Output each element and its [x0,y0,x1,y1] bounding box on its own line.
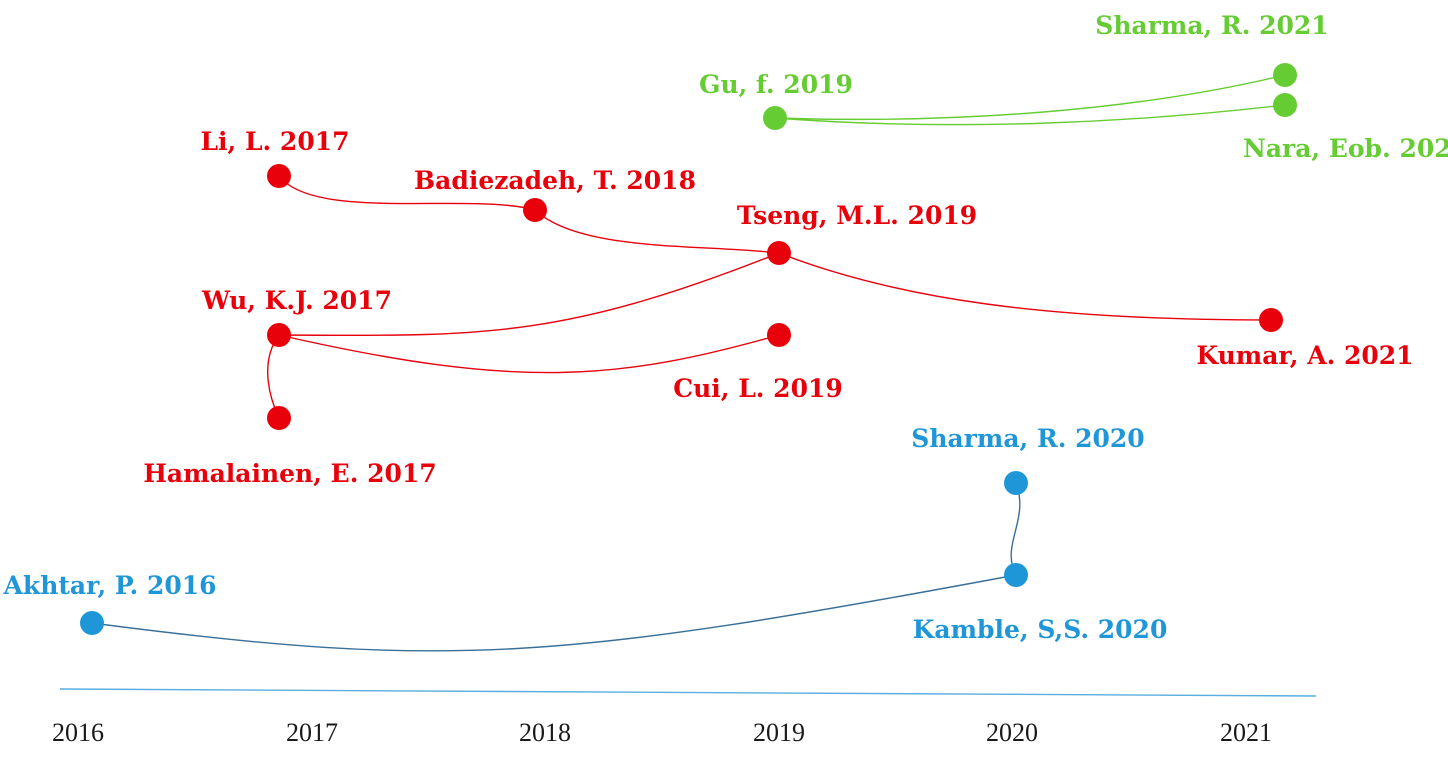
link-gu2019-sharma2021 [774,74,1286,121]
node-label-tseng2019: Tseng, M.L. 2019 [737,201,977,230]
year-label-2020: 2020 [986,718,1038,747]
year-label-2019: 2019 [753,718,805,747]
link-akhtar2016-kamble2020 [91,574,1017,652]
node-label-sharma2021: Sharma, R. 2021 [1095,11,1328,40]
node-gu2019[interactable] [763,106,787,130]
node-kamble2020[interactable] [1004,563,1028,587]
link-wu2017-hamalainen2017 [267,334,280,419]
timeline-axis: 2016 2017 2018 2019 2020 2021 [52,688,1317,747]
node-label-cui2019: Cui, L. 2019 [673,374,843,403]
timeline-axis-line [59,688,1317,697]
node-tseng2019[interactable] [767,241,791,265]
node-cui2019[interactable] [767,323,791,347]
node-label-li2017: Li, L. 2017 [200,127,349,156]
nodes-layer [80,63,1297,635]
link-li2017-badiezadeh2018 [278,175,536,211]
links-layer [91,74,1286,652]
link-wu2017-cui2019 [278,334,780,374]
year-label-2018: 2018 [519,718,571,747]
node-label-nara2021: Nara, Eob. 2021 [1243,134,1448,163]
link-badiezadeh2018-tseng2019 [534,209,780,254]
node-sharma2021[interactable] [1273,63,1297,87]
node-akhtar2016[interactable] [80,611,104,635]
year-label-2021: 2021 [1220,718,1272,747]
node-kumar2021[interactable] [1259,308,1283,332]
node-sharma2020[interactable] [1004,471,1028,495]
year-label-2016: 2016 [52,718,104,747]
node-hamalainen2017[interactable] [267,406,291,430]
link-kamble2020-sharma2020 [1010,482,1021,576]
node-badiezadeh2018[interactable] [523,198,547,222]
node-label-akhtar2016: Akhtar, P. 2016 [2,571,216,600]
link-gu2019-nara2021 [774,104,1286,126]
labels-layer: Gu, f. 2019 Sharma, R. 2021 Nara, Eob. 202… [2,11,1448,644]
node-label-kamble2020: Kamble, S,S. 2020 [913,615,1168,644]
node-label-gu2019: Gu, f. 2019 [699,70,853,99]
link-wu2017-tseng2019 [278,252,780,337]
node-label-hamalainen2017: Hamalainen, E. 2017 [143,459,436,488]
node-label-sharma2020: Sharma, R. 2020 [911,424,1144,453]
node-label-badiezadeh2018: Badiezadeh, T. 2018 [414,166,696,195]
node-wu2017[interactable] [267,323,291,347]
link-tseng2019-kumar2021 [778,252,1272,321]
year-label-2017: 2017 [286,718,338,747]
node-label-kumar2021: Kumar, A. 2021 [1196,341,1413,370]
node-li2017[interactable] [267,164,291,188]
node-nara2021[interactable] [1273,93,1297,117]
node-label-wu2017: Wu, K.J. 2017 [201,286,392,315]
